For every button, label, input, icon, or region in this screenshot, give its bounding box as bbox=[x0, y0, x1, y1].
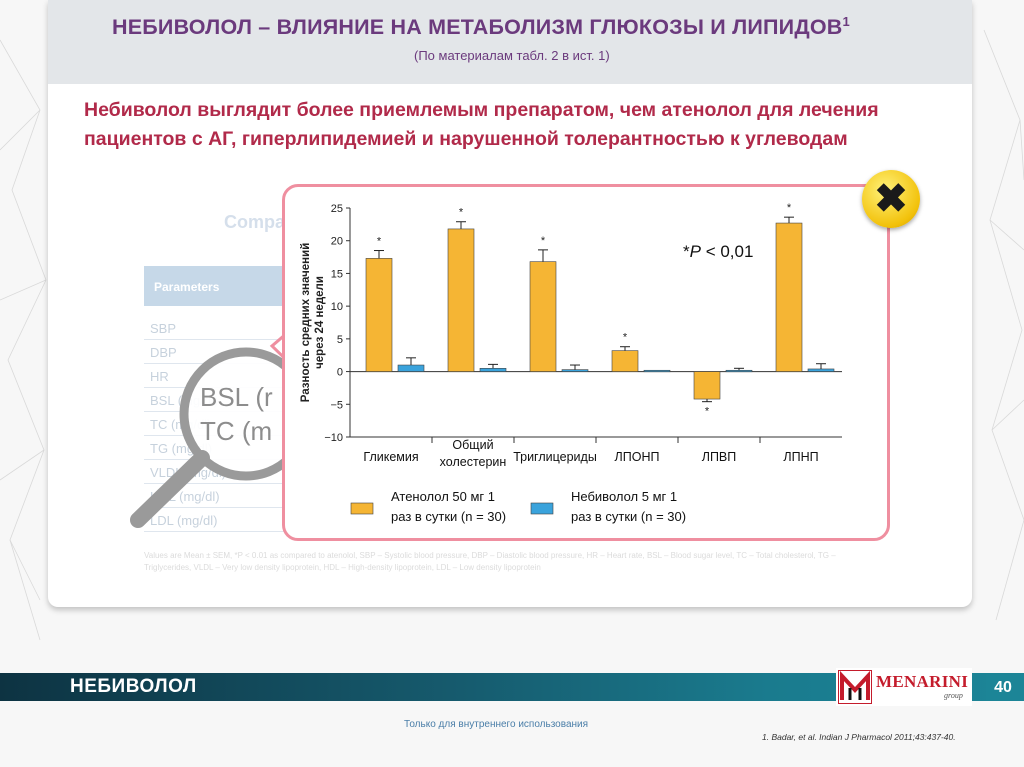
legend-swatch bbox=[350, 502, 374, 515]
chart-callout: −10 −5 0 5 10 15 20 25 Разность средних значений… bbox=[282, 184, 890, 541]
logo-subtext: group bbox=[944, 691, 963, 700]
menarini-logo-mark bbox=[838, 670, 872, 704]
p-value-annotation: *P < 0,01 bbox=[683, 242, 753, 261]
lens-text-bsl: BSL (r bbox=[200, 382, 273, 412]
background-table-footnote: Values are Mean ± SEM, *P < 0.01 as comp… bbox=[144, 551, 836, 572]
menarini-logo: MENARINI group bbox=[836, 668, 972, 706]
bar-atenolol bbox=[693, 371, 721, 400]
y-tick-label: 20 bbox=[331, 236, 343, 248]
magnifier-icon: BSL (r TC (m bbox=[126, 344, 336, 534]
page-number: 40 bbox=[986, 675, 1020, 701]
page-subtitle: (По материалам табл. 2 в ист. 1) bbox=[414, 48, 610, 63]
y-tick-label: 15 bbox=[331, 268, 343, 280]
page-title: НЕБИВОЛОЛ – ВЛИЯНИЕ НА МЕТАБОЛИЗМ ГЛЮКОЗ… bbox=[112, 14, 850, 40]
close-icon[interactable]: ✖ bbox=[862, 170, 920, 228]
bar-nebivolol bbox=[479, 368, 507, 372]
bar-atenolol bbox=[365, 258, 393, 372]
internal-use-note: Только для внутреннего использования bbox=[404, 719, 589, 730]
headline: Небиволол выглядит более приемлемым преп… bbox=[84, 99, 879, 150]
significance-marker: * bbox=[541, 235, 546, 247]
legend-swatch bbox=[530, 502, 554, 515]
legend-label: Атенолол 50 мг 1 bbox=[391, 489, 495, 504]
bar-nebivolol bbox=[561, 369, 589, 372]
y-tick-label: −10 bbox=[324, 432, 343, 444]
significance-marker: * bbox=[787, 202, 792, 214]
title-footnote-marker: 1 bbox=[842, 14, 850, 29]
significance-marker: * bbox=[623, 332, 628, 344]
legend-label: раз в сутки (n = 30) bbox=[571, 509, 686, 524]
significance-marker: * bbox=[459, 207, 464, 219]
footer-title: НЕБИВОЛОЛ bbox=[70, 676, 197, 697]
x-tick-label: Общий bbox=[452, 438, 493, 452]
bar-chart: −10 −5 0 5 10 15 20 25 Разность средних значений… bbox=[300, 202, 842, 524]
header-band bbox=[48, 0, 972, 84]
y-axis-label: Разность средних значений bbox=[300, 243, 312, 403]
bar-nebivolol bbox=[397, 364, 425, 372]
bar-atenolol bbox=[611, 350, 639, 372]
logo-text: MENARINI bbox=[876, 672, 969, 691]
y-tick-label: 0 bbox=[337, 367, 343, 379]
significance-marker: * bbox=[377, 236, 382, 248]
bar-nebivolol bbox=[643, 369, 671, 373]
bar-atenolol bbox=[775, 222, 803, 372]
bar-nebivolol bbox=[807, 368, 835, 372]
x-tick-label: ЛПНП bbox=[783, 450, 818, 464]
reference-citation: 1. Badar, et al. Indian J Pharmacol 2011… bbox=[762, 732, 956, 742]
x-tick-label: холестерин bbox=[440, 455, 507, 469]
y-axis-label: через 24 недели bbox=[314, 276, 326, 369]
y-tick-label: 10 bbox=[331, 301, 343, 313]
legend-label: Небиволол 5 мг 1 bbox=[571, 489, 677, 504]
y-tick-label: 25 bbox=[331, 203, 343, 215]
bar-atenolol bbox=[529, 261, 557, 372]
y-tick-label: 5 bbox=[337, 334, 343, 346]
significance-marker: * bbox=[705, 406, 710, 418]
lens-text-tc: TC (m bbox=[200, 416, 273, 446]
legend-label: раз в сутки (n = 30) bbox=[391, 509, 506, 524]
x-tick-label: ЛПВП bbox=[702, 450, 737, 464]
bar-nebivolol bbox=[725, 369, 753, 373]
x-tick-label: ЛПОНП bbox=[615, 450, 660, 464]
y-tick-label: −5 bbox=[330, 399, 343, 411]
x-tick-label: Гликемия bbox=[363, 450, 418, 464]
bar-atenolol bbox=[447, 228, 475, 372]
x-tick-label: Триглицериды bbox=[513, 450, 597, 464]
